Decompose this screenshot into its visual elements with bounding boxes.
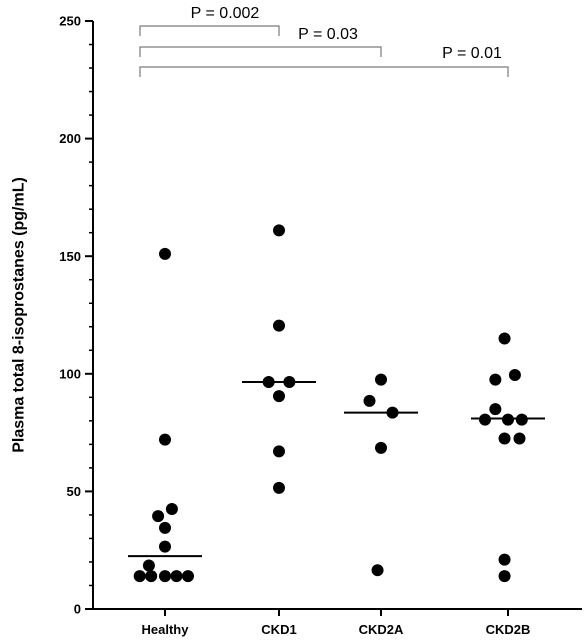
data-point — [273, 481, 285, 494]
y-tick-label: 0 — [74, 602, 81, 617]
significance-bracket — [139, 25, 280, 36]
data-point — [386, 406, 399, 419]
data-point — [133, 570, 146, 583]
data-point — [273, 390, 285, 403]
x-tick-label: CKD2A — [359, 622, 404, 637]
data-point — [489, 403, 502, 416]
data-point — [273, 224, 285, 237]
y-tick-label: 50 — [67, 484, 81, 499]
data-point — [170, 570, 183, 583]
data-point — [508, 368, 521, 381]
x-tick-label: Healthy — [142, 622, 190, 637]
data-point — [273, 319, 285, 332]
y-tick-label: 100 — [59, 366, 81, 381]
data-point — [363, 394, 376, 407]
data-point — [375, 441, 387, 454]
x-tick-label: CKD1 — [261, 622, 296, 637]
significance-brackets: P = 0.002 P = 0.03 P = 0.01 — [139, 5, 509, 77]
data-point — [145, 570, 158, 583]
data-point — [283, 376, 296, 389]
data-points — [133, 224, 528, 583]
data-point — [513, 432, 526, 445]
median-lines — [128, 381, 545, 558]
data-point — [159, 247, 171, 260]
data-point — [273, 445, 285, 458]
data-point — [489, 373, 502, 386]
data-point — [159, 570, 171, 583]
y-tick-label: 200 — [59, 131, 81, 146]
x-tick-label: CKD2B — [486, 622, 531, 637]
data-point — [498, 570, 511, 583]
significance-bracket — [139, 46, 382, 57]
data-point — [165, 503, 178, 516]
data-point — [142, 559, 155, 572]
data-point — [498, 332, 511, 345]
data-point — [152, 510, 165, 523]
p-value-label: P = 0.01 — [442, 45, 502, 62]
p-value-label: P = 0.002 — [191, 5, 260, 22]
data-point — [498, 553, 511, 566]
data-point — [498, 432, 511, 445]
y-tick-label: 250 — [59, 14, 81, 29]
data-point — [502, 413, 514, 426]
p-value-label: P = 0.03 — [298, 26, 358, 43]
significance-bracket — [139, 66, 509, 77]
data-point — [371, 564, 384, 577]
y-tick-label: 150 — [59, 249, 81, 264]
data-point — [159, 433, 171, 446]
data-point — [159, 540, 171, 553]
data-point — [182, 570, 194, 583]
data-point — [479, 413, 491, 426]
y-axis-label: Plasma total 8-isoprostanes (pg/mL) — [11, 177, 28, 453]
data-point — [515, 413, 528, 426]
data-point — [262, 376, 275, 389]
data-point — [159, 521, 171, 534]
axes: 0 50 100 150 200 250 Healthy CKD1 CKD2A CKD2B — [59, 14, 582, 637]
data-point — [375, 373, 387, 386]
